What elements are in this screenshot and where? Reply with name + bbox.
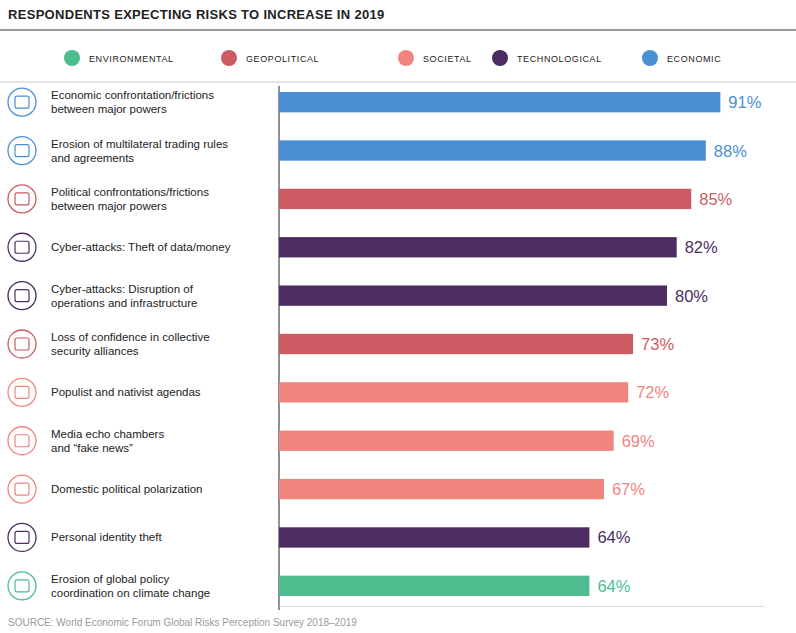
icon (8, 427, 36, 455)
axis-line (280, 606, 765, 607)
icon (8, 378, 36, 406)
icon (8, 572, 36, 600)
bar (279, 479, 604, 499)
bar (279, 285, 667, 305)
category-label: Political confrontations/frictionsbetwee… (51, 186, 209, 212)
bar (279, 334, 633, 354)
icon-glyph (15, 483, 29, 495)
data-label: 72% (636, 383, 669, 401)
data-label: 91% (728, 93, 761, 111)
icon-glyph (15, 531, 29, 543)
icon-glyph (15, 290, 29, 302)
icon-glyph (15, 241, 29, 253)
icon-glyph (15, 96, 29, 108)
bar (279, 237, 677, 257)
category-labels: Economic confrontation/frictionsbetween … (8, 88, 231, 600)
legend-item: SOCIETAL (398, 50, 472, 66)
category-label: Cyber-attacks: Theft of data/money (51, 241, 231, 253)
bars (279, 92, 720, 596)
icon-ring (8, 523, 36, 551)
icon-ring (8, 330, 36, 358)
x-axis (280, 606, 765, 607)
data-labels: 64% 85% 73% 72% 69% 67% 82% 80% 64% 91% 88% (597, 93, 761, 595)
icon-glyph (15, 386, 29, 398)
data-label: 80% (675, 287, 708, 305)
legend-rule (0, 82, 796, 83)
data-label: 73% (641, 335, 674, 353)
icon-glyph (15, 338, 29, 350)
chart: RESPONDENTS EXPECTING RISKS TO INCREASE … (0, 0, 796, 633)
icon (8, 137, 36, 165)
icon-ring (8, 572, 36, 600)
icon-ring (8, 185, 36, 213)
icon-ring (8, 282, 36, 310)
icon-ring (8, 233, 36, 261)
category-label: Erosion of multilateral trading rulesand… (51, 138, 228, 164)
icon (8, 88, 36, 116)
icon (8, 185, 36, 213)
data-label: 88% (714, 142, 747, 160)
icon-glyph (15, 193, 29, 205)
data-label: 82% (685, 238, 718, 256)
data-label: 64% (597, 528, 630, 546)
icon-glyph (15, 145, 29, 157)
legend-item: GEOPOLITICAL (221, 50, 319, 66)
legend-label: ENVIRONMENTAL (89, 54, 174, 64)
bar (279, 140, 706, 160)
legend-swatch (221, 50, 237, 66)
icon (8, 523, 36, 551)
legend-label: GEOPOLITICAL (246, 54, 319, 64)
bar (279, 576, 589, 596)
bar (279, 527, 589, 547)
icon-ring (8, 88, 36, 116)
category-label: Populist and nativist agendas (51, 386, 201, 398)
bar (279, 431, 614, 451)
icon-ring (8, 427, 36, 455)
icon (8, 233, 36, 261)
icon-glyph (15, 580, 29, 592)
icon (8, 330, 36, 358)
legend-swatch (64, 50, 80, 66)
category-label: Erosion of global policycoordination on … (51, 573, 210, 599)
icon (8, 475, 36, 503)
legend: ENVIRONMENTAL GEOPOLITICAL SOCIETAL TECHNOL… (64, 50, 721, 66)
icon-ring (8, 475, 36, 503)
bar (279, 382, 628, 402)
icon (8, 282, 36, 310)
data-label: 67% (612, 480, 645, 498)
bar (279, 92, 720, 112)
icon-glyph (15, 435, 29, 447)
legend-label: TECHNOLOGICAL (517, 54, 602, 64)
category-label: Cyber-attacks: Disruption ofoperations a… (51, 283, 197, 309)
legend-label: ECONOMIC (667, 54, 721, 64)
legend-item: ENVIRONMENTAL (64, 50, 174, 66)
legend-item: ECONOMIC (642, 50, 721, 66)
category-label: Media echo chambersand “fake news” (51, 428, 164, 454)
category-label: Economic confrontation/frictionsbetween … (51, 89, 214, 115)
data-label: 85% (699, 190, 732, 208)
category-label: Personal identity theft (51, 531, 162, 543)
title-rule (0, 30, 796, 31)
icon-ring (8, 378, 36, 406)
bar (279, 189, 691, 209)
legend-label: SOCIETAL (423, 54, 472, 64)
legend-swatch (492, 50, 508, 66)
data-label: 64% (597, 577, 630, 595)
category-label: Domestic political polarization (51, 483, 202, 495)
legend-swatch (398, 50, 414, 66)
source: SOURCE: World Economic Forum Global Risk… (8, 617, 357, 628)
data-label: 69% (622, 432, 655, 450)
icon-ring (8, 137, 36, 165)
legend-swatch (642, 50, 658, 66)
category-label: Loss of confidence in collectivesecurity… (51, 331, 210, 357)
legend-item: TECHNOLOGICAL (492, 50, 602, 66)
title: RESPONDENTS EXPECTING RISKS TO INCREASE … (8, 7, 385, 22)
